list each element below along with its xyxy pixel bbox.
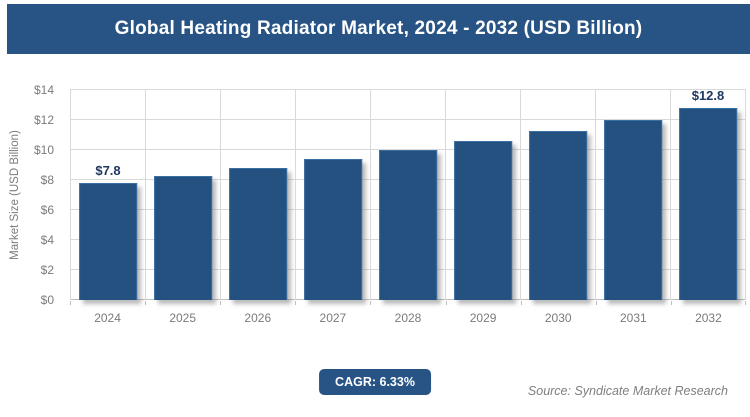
bar-2030 [529,130,587,300]
plot-area: $7.8 $12.8 [70,88,746,300]
gridline-12 [70,119,746,120]
y-axis: $0 $2 $4 $6 $8 $10 $12 $14 [0,83,62,307]
x-tick-label-2029: 2029 [445,301,521,325]
y-tick-label-6: $6 [40,203,54,217]
bar-2024 [79,183,137,300]
x-tick-label-2025: 2025 [145,301,220,325]
chart-title-banner: Global Heating Radiator Market, 2024 - 2… [7,4,750,54]
category-2028 [370,90,445,300]
category-2026 [220,90,295,300]
x-tick-label-2030: 2030 [520,301,596,325]
bar-2031 [604,120,662,300]
bar-2025 [154,175,212,300]
bar-2028 [379,150,437,300]
x-tick-label-2028: 2028 [370,301,445,325]
y-tick-label-10: $10 [33,143,54,157]
category-2030 [520,90,595,300]
x-tick-label-2032: 2032 [670,301,746,325]
x-tick-label-2024: 2024 [70,301,145,325]
category-2024: $7.8 [70,90,145,300]
x-axis: 2024 2025 2026 2027 2028 2029 2030 2031 2032 [70,301,746,325]
gridline-14 [70,89,746,90]
y-tick-label-14: $14 [33,83,54,97]
bar-2026 [229,168,287,300]
gridline-10 [70,149,746,150]
y-tick-label-8: $8 [40,173,54,187]
data-label-2024: $7.8 [95,163,121,178]
y-tick-label-4: $4 [40,233,54,247]
category-2032: $12.8 [670,88,746,300]
category-2029 [445,90,520,300]
chart-title: Global Heating Radiator Market, 2024 - 2… [114,18,643,39]
category-2025 [145,90,220,300]
y-tick-label-0: $0 [40,293,54,307]
bar-2032 [679,108,737,300]
bar-series: $7.8 $12.8 [70,88,746,300]
source-text: Source: Syndicate Market Research [527,384,728,398]
x-tick-label-2031: 2031 [595,301,671,325]
bar-2029 [454,141,512,300]
category-2027 [295,90,370,300]
x-tick-label-2026: 2026 [220,301,295,325]
y-tick-label-12: $12 [33,113,54,127]
data-label-2032: $12.8 [691,88,725,103]
bar-2027 [304,159,362,300]
y-tick-label-2: $2 [40,263,54,277]
cagr-badge: CAGR: 6.33% [319,369,431,395]
category-2031 [595,90,670,300]
x-tick-label-2027: 2027 [295,301,370,325]
